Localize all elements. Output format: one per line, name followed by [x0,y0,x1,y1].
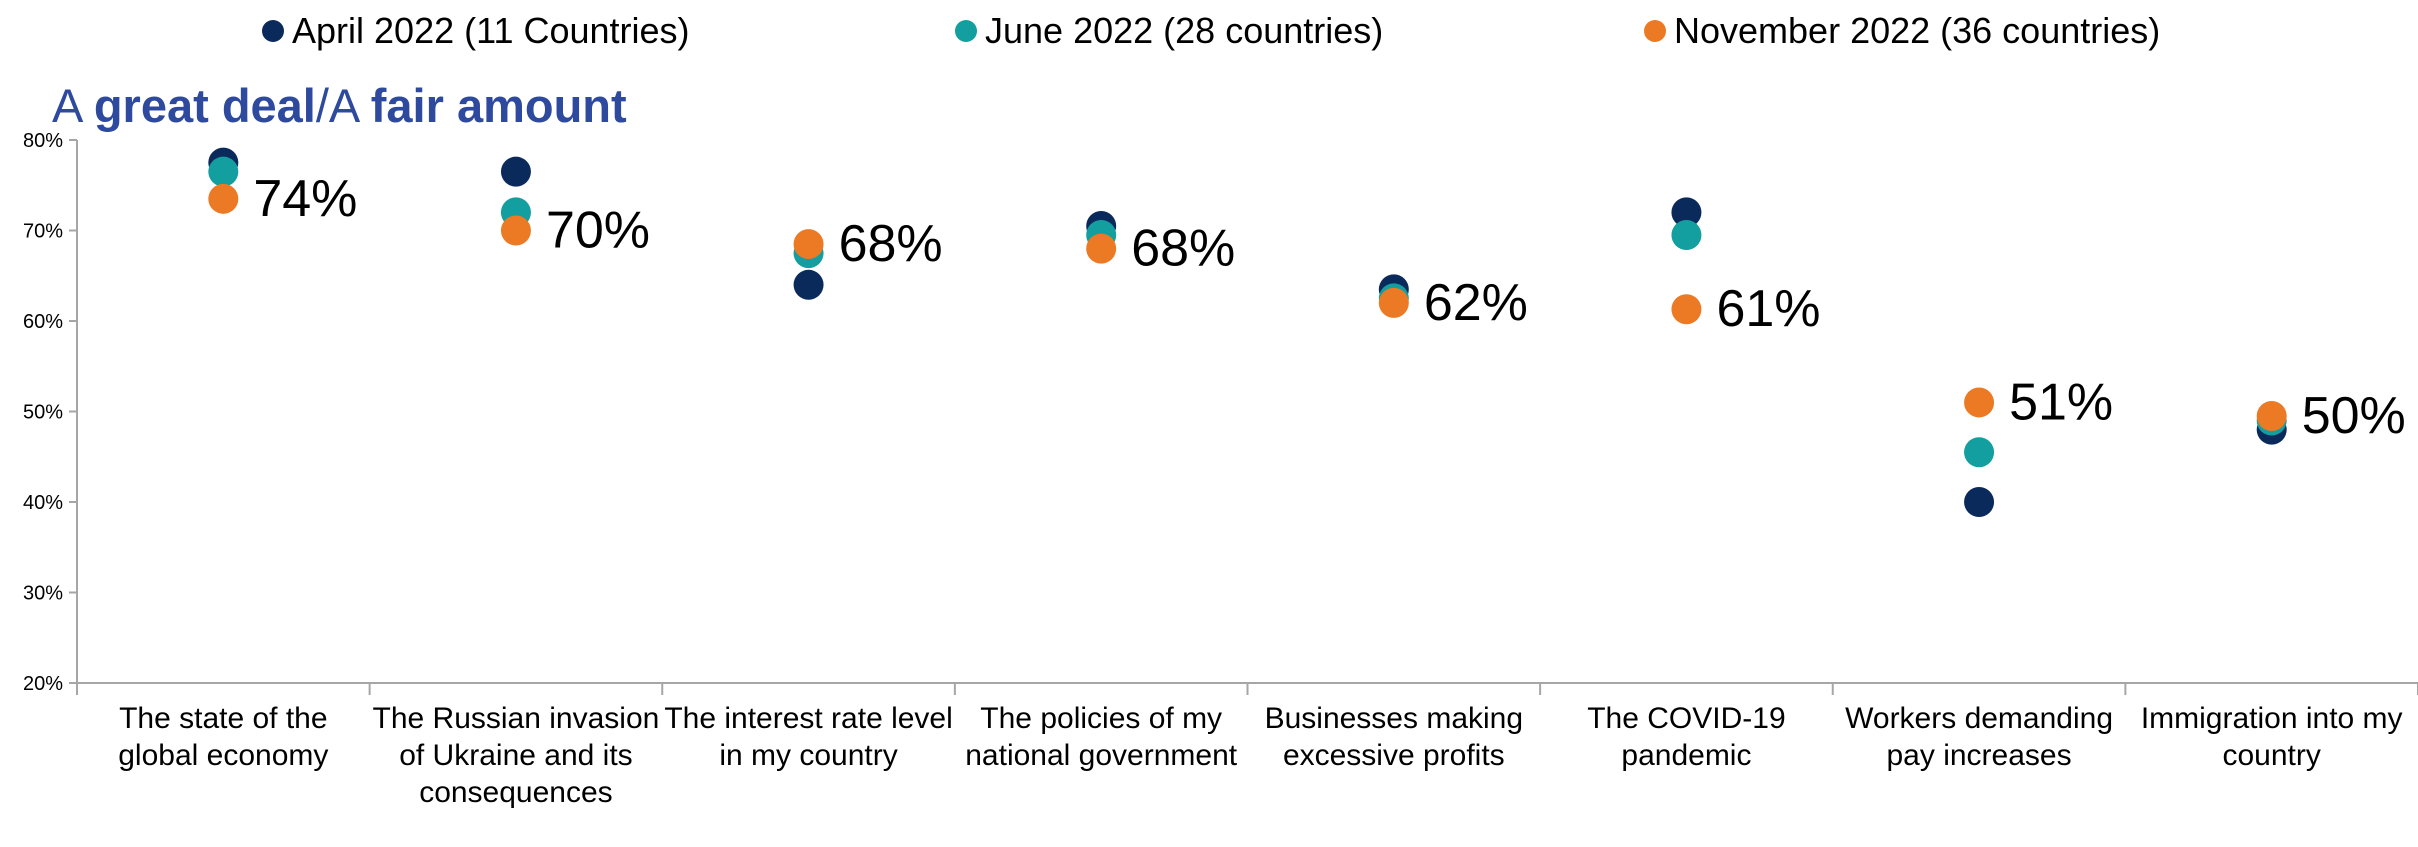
x-category-label: The interest rate level in my country [664,702,953,772]
data-label: 70% [546,202,650,260]
data-point [1378,287,1409,318]
data-point [1086,233,1117,264]
data-point [208,183,239,214]
data-point [1671,220,1702,251]
data-label: 51% [2009,373,2113,431]
y-tick-label: 40% [23,492,63,514]
legend-item-november: November 2022 (36 countries) [1644,10,2160,52]
x-category-label: Immigration into my country [2140,702,2403,772]
chart-title-part4: fair amount [370,79,627,132]
data-point [1671,294,1702,325]
chart-title-part3: /A [315,79,371,132]
data-point [208,156,239,187]
x-category-label: Workers demanding pay increases [1845,702,2114,772]
legend-label-november: November 2022 (36 countries) [1674,10,2161,51]
legend-swatch-november [1644,20,1666,42]
x-category-label: The state of the global economy [118,702,329,772]
legend-swatch-june [955,20,977,42]
x-category-label: The policies of my national government [965,702,1238,772]
data-label: 68% [839,215,943,273]
y-tick-label: 70% [23,221,63,243]
data-label: 62% [1424,274,1528,332]
data-label: 74% [253,170,357,228]
legend-label-june: June 2022 (28 countries) [985,10,1384,51]
data-label: 61% [1716,280,1820,338]
data-point [500,215,531,246]
legend: April 2022 (11 Countries) June 2022 (28 … [0,10,2418,52]
x-category-label: The Russian invasion of Ukraine and its … [372,702,660,809]
data-point [500,156,531,187]
y-tick-label: 20% [23,673,63,695]
legend-item-april: April 2022 (11 Countries) [262,10,690,52]
legend-swatch-april [262,20,284,42]
data-point [1964,487,1995,517]
data-point [793,229,824,260]
legend-item-june: June 2022 (28 countries) [955,10,1383,52]
x-category-label: Businesses making excessive profits [1264,702,1524,772]
y-tick-label: 60% [23,311,63,333]
data-label: 68% [1131,220,1235,278]
chart-title: A great deal/A fair amount [52,78,627,133]
y-tick-label: 80% [23,130,63,152]
x-category-label: The COVID-19 pandemic [1587,702,1786,772]
data-point [1964,387,1995,418]
data-label: 50% [2302,387,2406,445]
legend-label-april: April 2022 (11 Countries) [292,10,690,51]
data-point [793,269,824,300]
chart-title-part1: A [52,79,94,132]
data-point [1964,437,1995,468]
data-point [2256,401,2287,432]
data-point [1671,197,1702,228]
chart-title-part2: great deal [93,79,316,132]
y-tick-label: 50% [23,402,63,424]
y-tick-label: 30% [23,583,63,605]
